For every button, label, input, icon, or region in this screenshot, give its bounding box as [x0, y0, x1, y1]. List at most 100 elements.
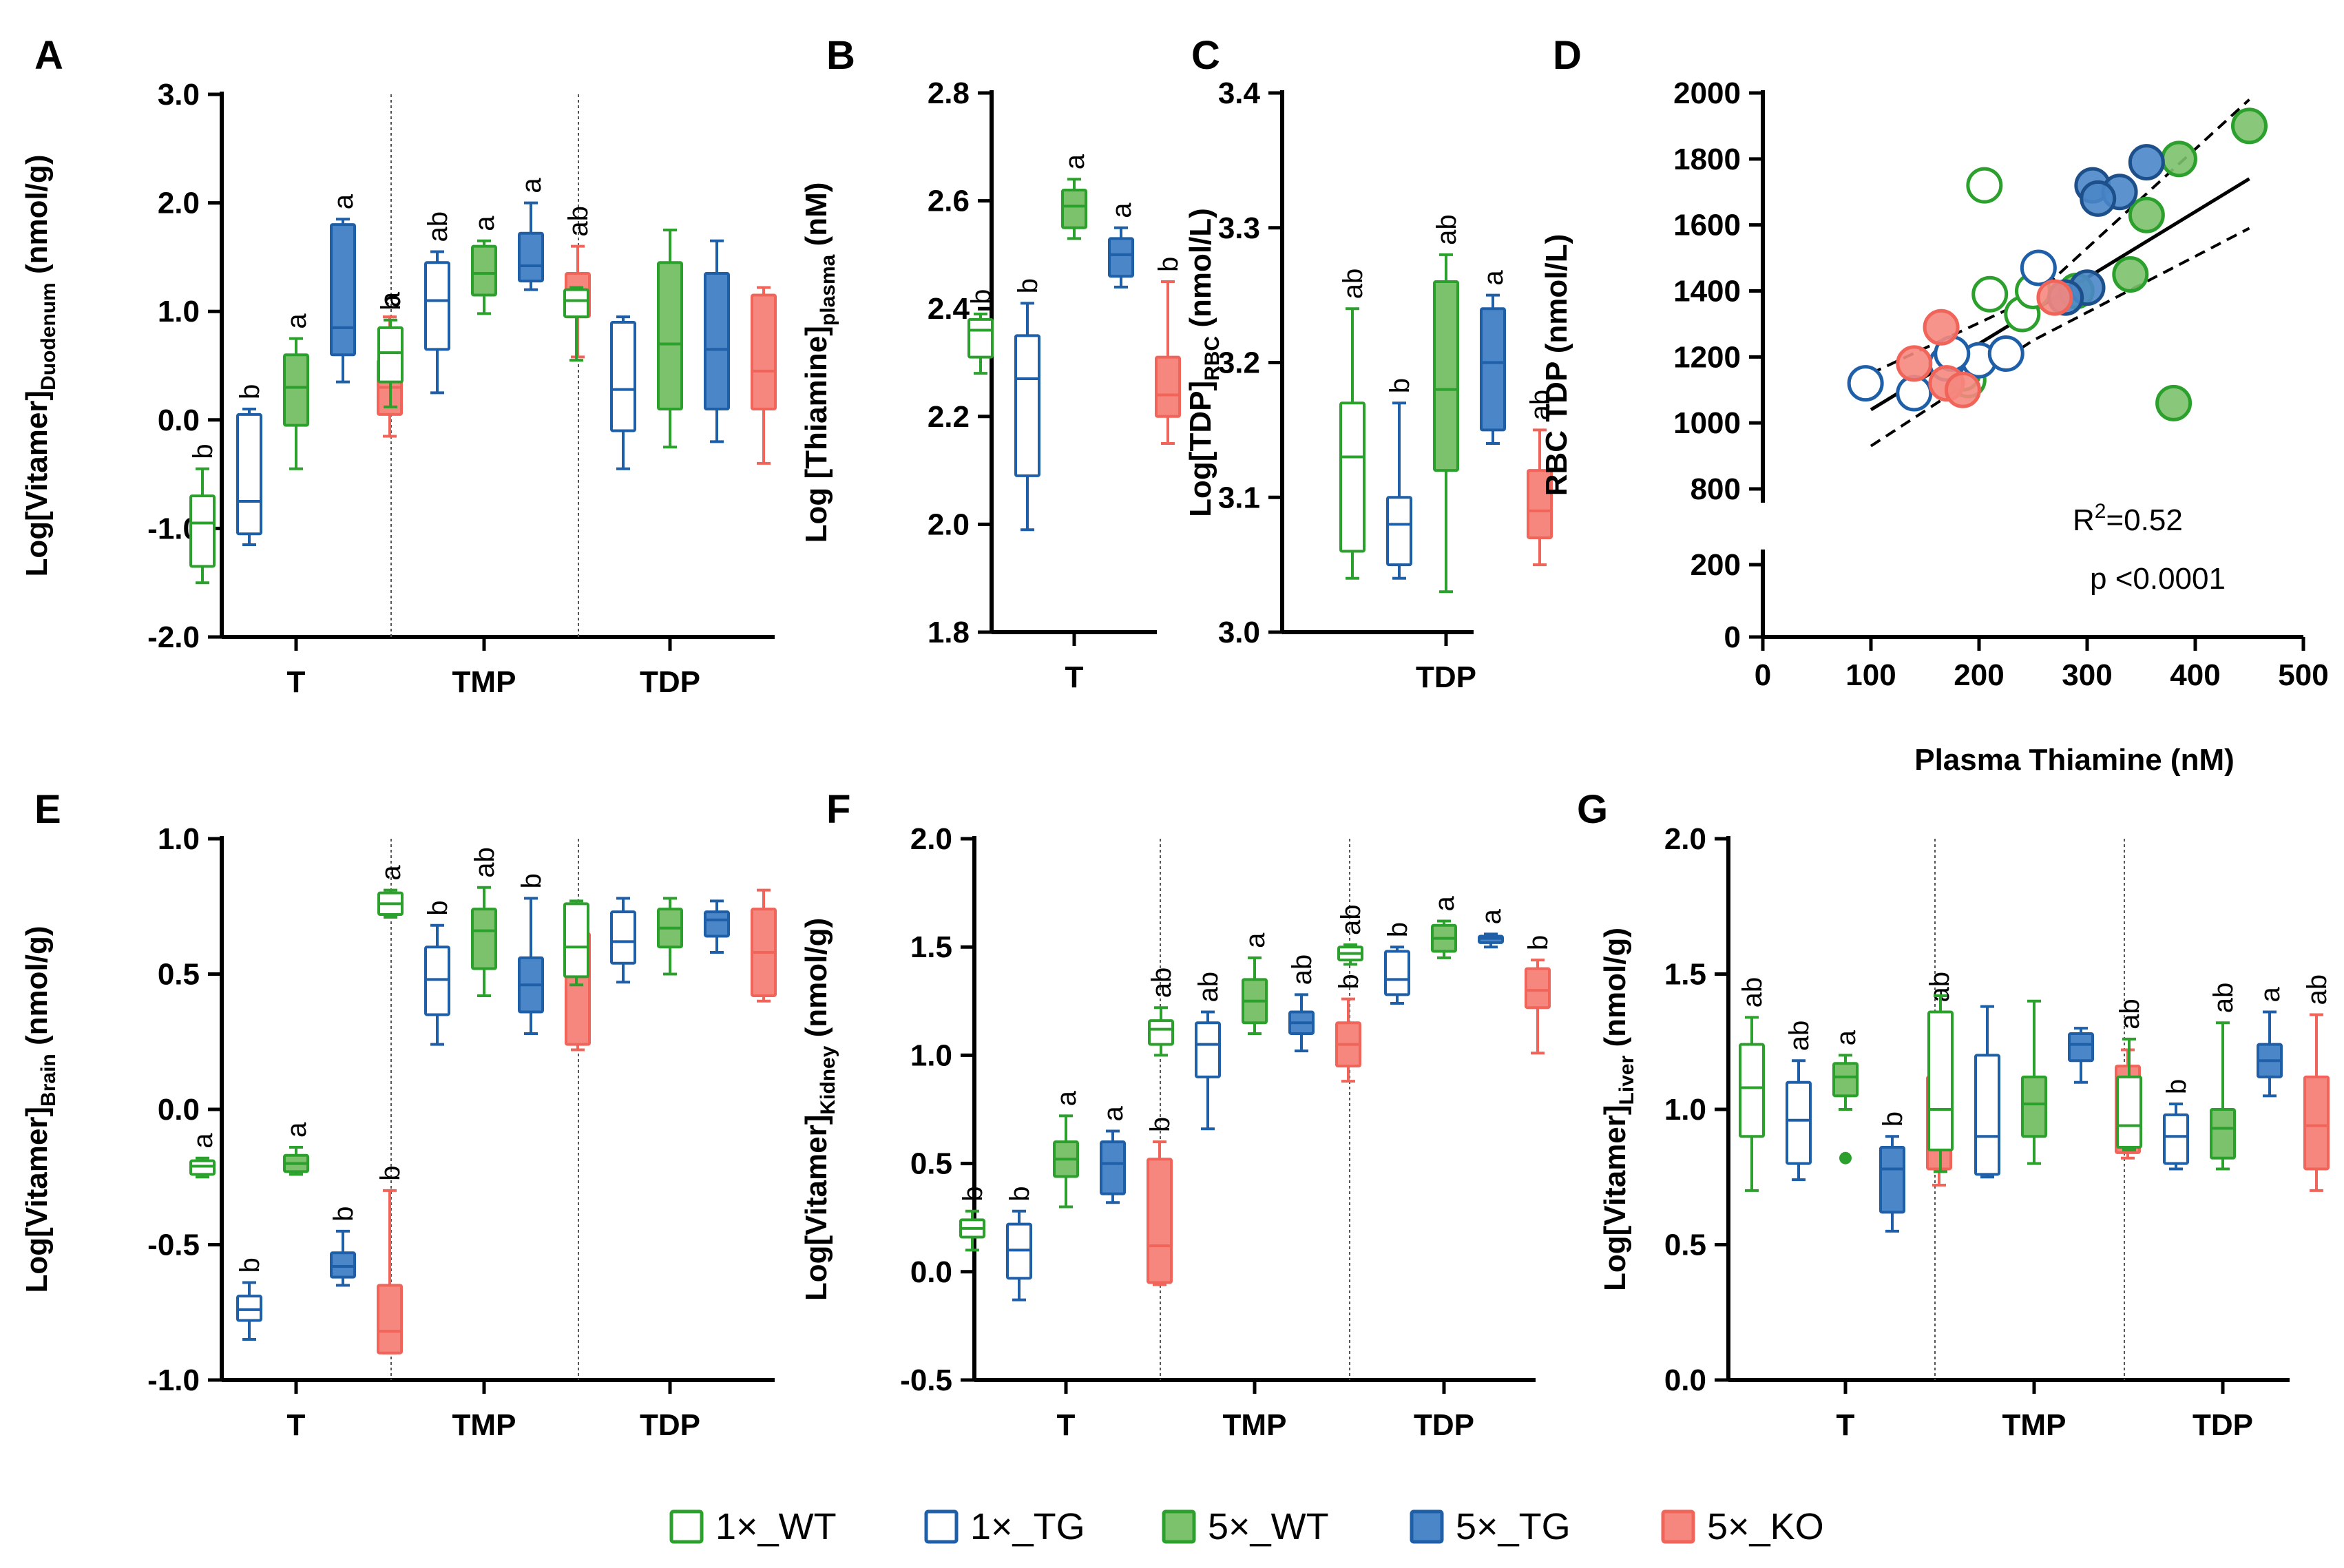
box-body	[424, 261, 450, 351]
y-tick-label: 1.0	[1664, 1093, 1706, 1127]
significance-letter: ab	[1338, 269, 1368, 300]
y-axis-label-main: Log [Thiamine]	[799, 326, 833, 543]
box-body	[1832, 1062, 1859, 1098]
y-tick-label: -0.5	[147, 1229, 200, 1262]
box-tg5: b	[328, 1206, 359, 1287]
significance-letter: ab	[1737, 977, 1768, 1008]
box-wt5	[657, 897, 683, 976]
box-body	[471, 908, 497, 970]
panel-label: B	[826, 33, 855, 78]
significance-letter: a	[282, 1122, 312, 1138]
box-body	[563, 288, 589, 319]
x-tick-label: 0	[1755, 658, 1771, 692]
box-body	[967, 317, 994, 359]
scatter-point-tg1	[1847, 365, 1884, 402]
y-tick-label: 2.8	[928, 76, 970, 110]
box-tg5: a	[328, 194, 359, 384]
box-tg1: b	[1385, 378, 1415, 580]
box-body	[704, 272, 730, 411]
box-body	[563, 902, 589, 979]
box-tg1: b	[1383, 922, 1413, 1005]
box-body	[704, 910, 730, 938]
scatter-point-tg5	[2128, 144, 2165, 181]
box-body	[2163, 1113, 2189, 1165]
box-tg5: b	[516, 873, 547, 1035]
significance-letter: ab	[1287, 954, 1317, 985]
significance-letter: b	[1383, 922, 1413, 937]
y-axis-label: Log[Vitamer]Liver (nmol/g)	[1598, 928, 1638, 1291]
box-ko5: ab	[563, 206, 594, 359]
box-wt5: a	[282, 1122, 312, 1176]
significance-letter: b	[328, 1206, 359, 1222]
box-wt1	[1927, 994, 1954, 1173]
box-ko5: b	[1523, 935, 1553, 1055]
box-body	[283, 353, 309, 427]
box-body	[1786, 1080, 1812, 1165]
scatter-point-wt1	[1966, 167, 2003, 204]
y-tick-label: 1.5	[1664, 958, 1706, 992]
box-wt1: a	[188, 1133, 218, 1179]
significance-letter: ab	[2302, 974, 2332, 1005]
significance-letter: ab	[1784, 1021, 1814, 1052]
box-tg1: b	[1005, 1187, 1035, 1302]
box-tg5: a	[1107, 202, 1137, 289]
significance-letter: b	[1385, 378, 1415, 393]
panel-label: G	[1577, 787, 1608, 832]
y-tick-label: 1.0	[158, 295, 200, 328]
y-tick-label: -2.0	[147, 620, 200, 654]
y-tick-label: -1.0	[147, 1363, 200, 1397]
box-tg1: b	[423, 901, 453, 1046]
x-tick-label: T	[1065, 660, 1084, 694]
box-body	[1061, 188, 1087, 229]
box-tg5: a	[1098, 1105, 1129, 1204]
box-tg1	[610, 315, 636, 470]
y-axis-label-unit: (nmol/g)	[20, 926, 54, 1054]
x-tick-label: TMP	[2002, 1408, 2066, 1442]
scatter-point-ko5	[1896, 345, 1933, 382]
x-tick-label: T	[1057, 1408, 1076, 1442]
box-tg1: ab	[1784, 1021, 1814, 1182]
significance-letter: b	[376, 295, 406, 311]
scatter-point-ko5	[1944, 371, 1981, 408]
panel-E: E -1.0 -0.5 0.0 0.5 1.0 Log[Vitamer]Brain (nmo…	[20, 787, 777, 1442]
legend-item-tg1: 1×_TG	[924, 1506, 1085, 1547]
box-body	[2068, 1032, 2094, 1063]
significance-letter: a	[1051, 1090, 1082, 1106]
panel-F: F -0.5 0.0 0.5 1.0 1.5 2.0 Log[Vitamer]Kidney (…	[799, 787, 1553, 1442]
significance-letter: b	[423, 901, 453, 916]
box-body	[1147, 1158, 1173, 1284]
y-axis-label-unit: (nmol/L)	[1184, 208, 1217, 336]
significance-letter: ab	[470, 847, 500, 878]
box-body	[2303, 1075, 2330, 1171]
y-tick-label: 3.1	[1218, 481, 1260, 514]
y-axis-label-sub: Duodenum	[37, 282, 60, 390]
legend-swatch	[1162, 1509, 1196, 1544]
box-body	[189, 494, 216, 568]
scatter-point-ko5	[1923, 309, 1960, 346]
box-body	[1155, 355, 1181, 418]
y-tick-label: 0.0	[158, 1093, 200, 1127]
y-axis-label-main: Log[Vitamer]	[1598, 1105, 1632, 1291]
significance-letter: a	[1478, 270, 1509, 286]
box-wt1: a	[376, 865, 406, 919]
box-body	[1339, 401, 1365, 553]
box-wt5: a	[1060, 154, 1090, 240]
legend-label: 5×_TG	[1456, 1506, 1571, 1547]
box-body	[377, 326, 404, 384]
y-tick-label: 0.5	[910, 1147, 952, 1181]
y-tick-label: 1.0	[910, 1038, 952, 1072]
r-squared: R2=0.52	[2073, 500, 2183, 537]
box-body	[1195, 1021, 1221, 1078]
y-tick-label: 1600	[1673, 209, 1741, 242]
significance-letter: b	[1153, 257, 1184, 272]
box-tg5	[704, 239, 730, 443]
significance-letter: b	[516, 873, 547, 888]
box-tg5: a	[1476, 908, 1507, 949]
box-tg5	[2068, 1027, 2094, 1084]
box-body	[1974, 1054, 2000, 1176]
x-tick-label: 100	[1845, 658, 1896, 692]
box-wt1	[563, 286, 589, 362]
y-axis-label-sub: Liver	[1615, 1055, 1638, 1105]
box-tg1: b	[2162, 1079, 2192, 1171]
x-tick-label: TDP	[640, 665, 700, 699]
